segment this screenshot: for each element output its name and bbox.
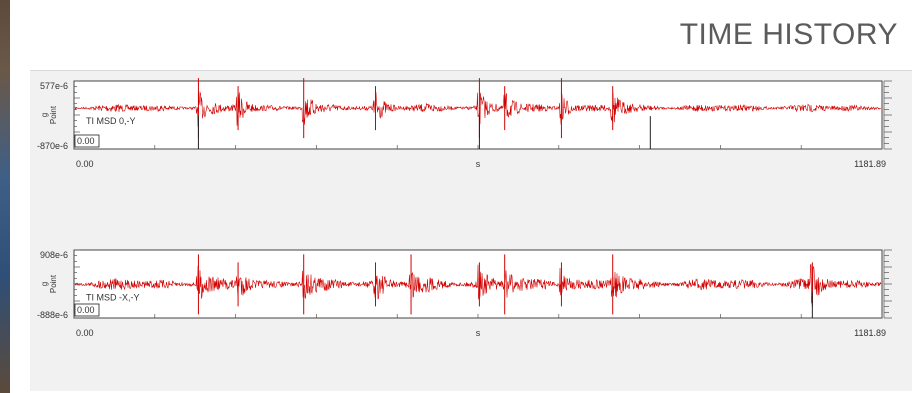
chart-1-y-axis-label: Point	[49, 105, 58, 124]
chart-1-cursor-box	[74, 134, 100, 148]
chart-1-series-label: TI MSD 0,-Y	[86, 116, 136, 126]
chart-2-series-label: TI MSD -X,-Y	[86, 292, 140, 302]
chart-1-x-tick-label-end: 1181.89	[854, 159, 886, 169]
chart-2-y-tick-label-top: 908e-6	[40, 250, 68, 260]
chart-2-series-trace	[74, 264, 882, 304]
chart-2-x-axis-unit: s	[476, 328, 481, 338]
chart-1-x-tick-label-start: 0.00	[76, 159, 94, 169]
page-title: TIME HISTORY	[679, 18, 898, 51]
chart-2-y-axis-label: g	[40, 282, 49, 286]
chart-1-cursor-readout: 0.00	[77, 136, 95, 146]
chart-2-x-tick-label-end: 1181.89	[854, 328, 886, 338]
chart-2-cursor-box	[74, 303, 100, 317]
chart-2-y-tick-label-bottom: -888e-6	[37, 310, 68, 320]
chart-1-series-trace	[74, 91, 882, 127]
chart-1-y-tick-label-bottom: -870e-6	[37, 141, 68, 151]
chart-1-y-axis-label: g	[40, 113, 49, 117]
chart-2-y-axis-label: Point	[49, 274, 58, 293]
chart-2-x-tick-label-start: 0.00	[76, 328, 94, 338]
chart-2-cursor-readout: 0.00	[77, 305, 95, 315]
time-history-panel: TI MSD 0,-Y 0.00 577e-6 -870e-6 g Point 0.00 11…	[30, 70, 912, 391]
chart-1-x-axis-unit: s	[476, 159, 481, 169]
background-photo-edge	[0, 0, 10, 393]
chart-1-y-tick-label-top: 577e-6	[40, 81, 68, 91]
